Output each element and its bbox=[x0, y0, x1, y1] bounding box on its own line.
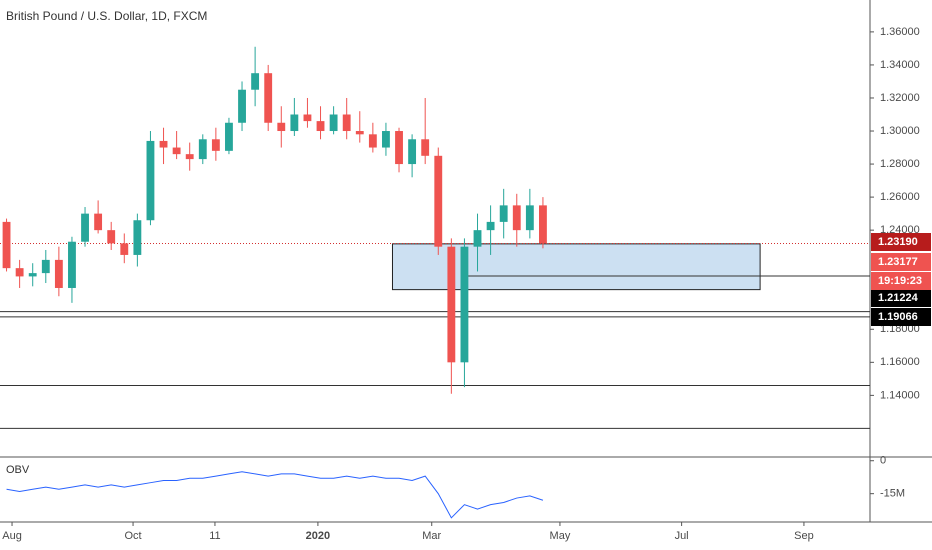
y-tick-label: 1.34000 bbox=[880, 59, 920, 71]
candle-body bbox=[225, 122, 233, 151]
candle-body bbox=[382, 131, 390, 148]
candle-body bbox=[146, 140, 155, 221]
obv-line bbox=[6, 471, 544, 519]
candle-body bbox=[81, 213, 89, 242]
x-tick-label: Jul bbox=[675, 530, 689, 542]
price-badge bbox=[871, 308, 931, 326]
candle-body bbox=[421, 139, 430, 156]
candle-body bbox=[316, 121, 325, 132]
obv-y-tick-label: -15M bbox=[880, 488, 905, 500]
obv-y-tick-label: 0 bbox=[880, 455, 886, 467]
candle-body bbox=[185, 154, 194, 160]
candle-body bbox=[41, 259, 50, 274]
candle-body bbox=[473, 230, 482, 247]
y-tick-label: 1.18000 bbox=[880, 323, 920, 335]
x-tick-label: Aug bbox=[2, 530, 22, 542]
y-tick-label: 1.30000 bbox=[880, 125, 920, 137]
y-tick-label: 1.14000 bbox=[880, 389, 920, 401]
price-badge-label: 1.23177 bbox=[878, 256, 918, 268]
candle-body bbox=[408, 139, 417, 165]
candle-body bbox=[486, 221, 495, 231]
x-tick-label: May bbox=[550, 530, 571, 542]
candle-body bbox=[290, 114, 299, 132]
candle-body bbox=[251, 73, 260, 90]
candle-body bbox=[15, 268, 24, 277]
countdown-label: 19:19:23 bbox=[878, 275, 922, 287]
price-badge bbox=[871, 289, 931, 307]
candle-body bbox=[277, 122, 286, 132]
candle-body bbox=[211, 139, 220, 151]
x-tick-label: Sep bbox=[794, 530, 814, 542]
candle-body bbox=[434, 155, 443, 247]
candle-body bbox=[94, 213, 103, 231]
candle-body bbox=[499, 205, 508, 222]
candle-body bbox=[460, 246, 469, 363]
candle-body bbox=[238, 89, 246, 123]
candle-body bbox=[342, 114, 351, 132]
y-tick-label: 1.16000 bbox=[880, 356, 920, 368]
candle-body bbox=[133, 220, 142, 255]
candle-body bbox=[198, 139, 207, 160]
y-tick-label: 1.32000 bbox=[880, 92, 920, 104]
candle-body bbox=[303, 114, 312, 122]
candle-body bbox=[368, 134, 377, 148]
candle-body bbox=[172, 147, 181, 155]
candle-body bbox=[355, 131, 364, 135]
candle-body bbox=[68, 241, 76, 288]
chart-title: British Pound / U.S. Dollar, 1D, FXCM bbox=[6, 9, 207, 23]
candle-body bbox=[525, 205, 534, 231]
candle-body bbox=[447, 246, 456, 363]
price-badge bbox=[871, 253, 931, 271]
obv-title: OBV bbox=[6, 464, 30, 476]
candle-body bbox=[329, 114, 338, 132]
candle-body bbox=[512, 205, 521, 231]
candle-body bbox=[54, 259, 63, 288]
price-badge-label: 1.23190 bbox=[878, 236, 918, 248]
candle-body bbox=[107, 230, 116, 244]
y-tick-label: 1.28000 bbox=[880, 158, 920, 170]
x-tick-label: 11 bbox=[209, 530, 220, 542]
price-badge bbox=[871, 233, 931, 251]
candle-body bbox=[28, 273, 37, 277]
candle-body bbox=[395, 131, 403, 165]
price-badge-label: 1.19066 bbox=[878, 311, 918, 323]
x-tick-label: Oct bbox=[124, 530, 141, 542]
candle-body bbox=[264, 73, 273, 123]
y-tick-label: 1.26000 bbox=[880, 191, 920, 203]
candle-body bbox=[539, 205, 547, 244]
candle-body bbox=[159, 140, 168, 148]
price-badge-label: 1.21224 bbox=[878, 292, 919, 304]
countdown-badge bbox=[871, 272, 931, 290]
y-tick-label: 1.36000 bbox=[880, 26, 920, 38]
candle-body bbox=[2, 221, 11, 269]
x-tick-label: 2020 bbox=[306, 530, 330, 542]
candle-body bbox=[120, 243, 129, 255]
x-tick-label: Mar bbox=[422, 530, 441, 542]
